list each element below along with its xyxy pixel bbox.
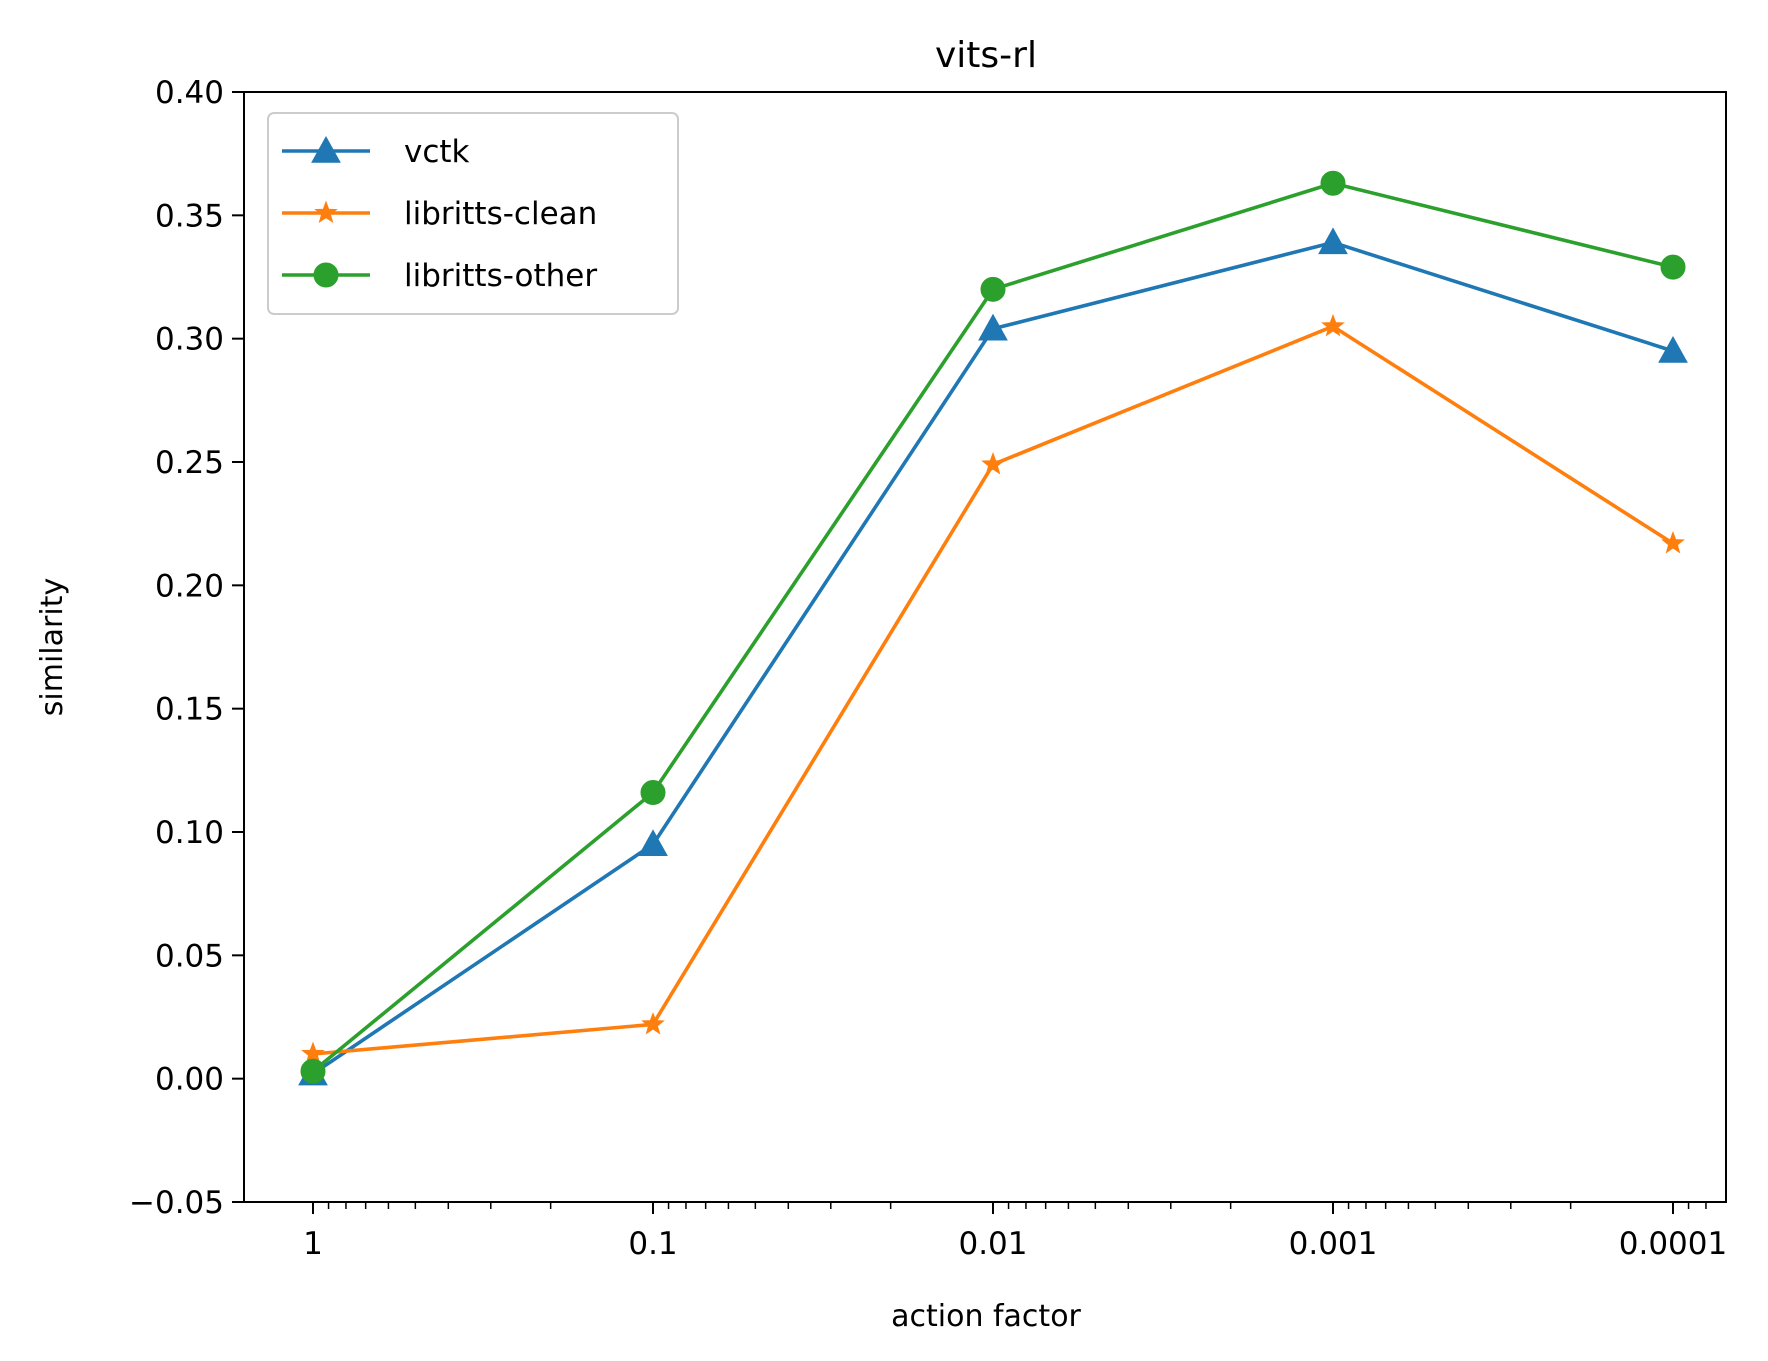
y-tick-label: 0.20 — [155, 568, 224, 604]
y-tick-label: 0.35 — [155, 198, 224, 234]
data-point — [300, 1058, 326, 1084]
series-libritts-other — [300, 170, 1686, 1084]
data-point — [980, 276, 1006, 302]
y-tick-label: 0.30 — [155, 322, 224, 358]
legend: vctk libritts-clean libritts-other — [267, 112, 679, 315]
legend-label: libritts-other — [404, 258, 597, 294]
y-tick-label: 0.15 — [155, 692, 224, 728]
x-axis-label: action factor — [891, 1299, 1081, 1334]
legend-box — [267, 112, 679, 315]
y-axis-label: similarity — [35, 578, 70, 716]
data-point — [978, 313, 1008, 341]
legend-label: libritts-clean — [404, 196, 597, 232]
y-tick-label: 0.25 — [155, 445, 224, 481]
y-tick-label: −0.05 — [129, 1185, 224, 1221]
data-point — [638, 829, 668, 857]
x-tick-label: 1 — [303, 1226, 323, 1262]
plot-series — [298, 170, 1688, 1086]
plot-area-frame — [243, 91, 1727, 1203]
y-tick-label: 0.10 — [155, 815, 224, 851]
x-tick-label: 0.1 — [628, 1226, 677, 1262]
legend-label: vctk — [404, 134, 470, 170]
y-tick-label: 0.40 — [155, 75, 224, 111]
legend-item: libritts-other — [282, 258, 597, 294]
y-axis-ticks: −0.05 0.00 0.05 0.10 0.15 0.20 0.25 0.30 0.35 0.4… — [129, 75, 244, 1221]
data-point — [640, 780, 666, 806]
legend-item: vctk — [282, 134, 470, 170]
data-point — [1320, 170, 1346, 196]
legend-item: libritts-clean — [282, 196, 597, 232]
x-tick-label: 0.0001 — [1619, 1226, 1727, 1262]
x-tick-label: 0.001 — [1289, 1226, 1378, 1262]
data-point — [1318, 227, 1348, 255]
data-point — [641, 1011, 665, 1035]
data-point — [1661, 530, 1685, 554]
chart-title: vits-rl — [935, 35, 1037, 76]
legend-marker — [314, 200, 338, 224]
x-tick-label: 0.01 — [958, 1226, 1027, 1262]
data-point — [1658, 335, 1688, 363]
data-point — [301, 1041, 325, 1065]
legend-marker — [311, 135, 341, 163]
data-point — [1321, 313, 1345, 337]
x-axis-ticks: 1 0.1 0.01 0.001 0.0001 — [303, 1202, 1727, 1262]
y-tick-label: 0.05 — [155, 938, 224, 974]
data-point — [981, 452, 1005, 475]
x-minor-ticks — [327, 1202, 1707, 1209]
series-libritts-clean — [301, 313, 1685, 1065]
y-tick-label: 0.00 — [155, 1062, 224, 1098]
data-point — [1660, 254, 1686, 280]
legend-marker — [313, 262, 339, 288]
